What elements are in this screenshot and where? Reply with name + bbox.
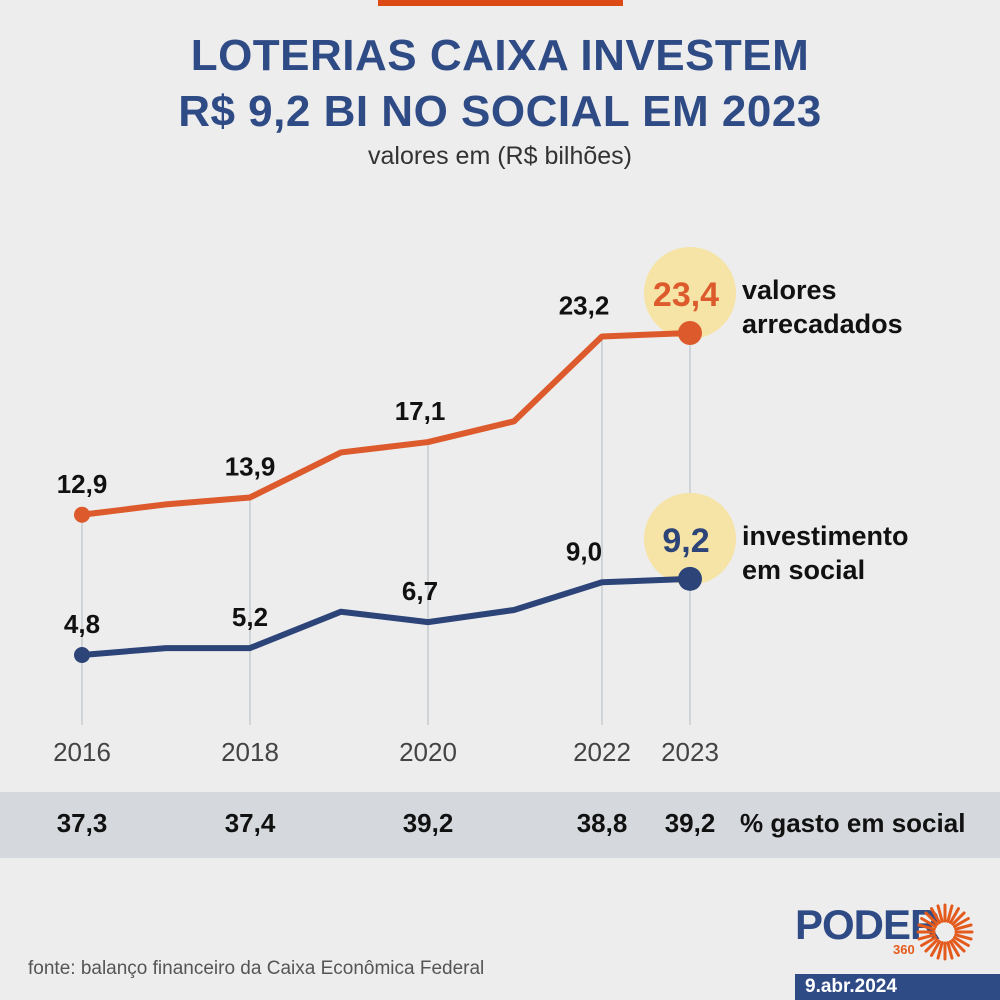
- series-line-0: [79, 330, 693, 518]
- data-label-1-2018: 5,2: [232, 602, 268, 632]
- x-tick-label-2016: 2016: [53, 737, 111, 767]
- sunburst-ray: [951, 938, 966, 953]
- sunburst-ray: [954, 933, 973, 941]
- poder360-logo: PODER 360: [795, 901, 974, 961]
- percent-2022: 38,8: [576, 808, 628, 838]
- logo-subtext: 360: [893, 942, 915, 957]
- series-label-0-line2: arrecadados: [742, 309, 903, 339]
- sunburst-ray: [936, 941, 944, 960]
- x-tick-label-2018: 2018: [221, 737, 279, 767]
- sunburst-ray: [954, 923, 973, 931]
- x-tick-label-2020: 2020: [399, 737, 457, 767]
- series-0-end-point: [678, 321, 702, 345]
- sunburst-ray: [951, 911, 966, 926]
- sunburst-ray: [917, 923, 936, 931]
- highlight-circle-0: [644, 247, 736, 339]
- sunburst-ray: [936, 904, 944, 923]
- data-label-1-2023: 9,2: [662, 522, 709, 560]
- sunburst-ray: [920, 917, 937, 928]
- data-label-1-2022: 9,0: [566, 536, 602, 566]
- date-badge: 9.abr.2024: [795, 974, 1000, 1000]
- sunburst-icon: [916, 903, 974, 961]
- series-1-end-point: [678, 566, 702, 591]
- percent-2020: 39,2: [402, 808, 454, 838]
- sunburst-ray: [953, 917, 970, 928]
- data-label-1-2020: 6,7: [402, 576, 438, 606]
- top-accent-bar: [378, 0, 623, 6]
- line-chart: 2016 2018 2020 2022 2023 12,9 13,9 17,1 23,2 23,4…: [53, 247, 909, 767]
- data-label-0-2020: 17,1: [395, 396, 446, 426]
- series-label-1-line2: em social: [742, 555, 865, 585]
- percent-row: 37,3 37,4 39,2 38,8 39,2 % gasto em soci…: [0, 792, 1000, 858]
- percent-2018: 37,4: [224, 808, 276, 838]
- percent-2023: 39,2: [664, 808, 716, 838]
- data-label-1-2016: 4,8: [64, 609, 100, 639]
- data-label-0-2016: 12,9: [57, 469, 108, 499]
- sunburst-ray: [930, 907, 941, 924]
- percent-2016: 37,3: [56, 808, 108, 838]
- series-0-start-point: [74, 506, 90, 523]
- sunburst-ray: [949, 940, 960, 957]
- series-line-1: [79, 575, 693, 658]
- sunburst-ray: [930, 940, 941, 957]
- sunburst-ray: [920, 936, 937, 947]
- series-1-start-point: [74, 647, 90, 663]
- series-label-0-line1: valores: [742, 275, 837, 305]
- sunburst-ray: [946, 904, 954, 923]
- series-label-1-line1: investimento: [742, 521, 909, 551]
- sunburst-ray: [953, 936, 970, 947]
- title-line-1: LOTERIAS CAIXA INVESTEM: [190, 31, 810, 80]
- highlight-circle-1: [644, 492, 736, 585]
- page-title: LOTERIAS CAIXA INVESTEM R$ 9,2 BI NO SOC…: [0, 28, 1000, 140]
- data-label-0-2023: 23,4: [653, 276, 719, 314]
- title-line-2: R$ 9,2 BI NO SOCIAL EM 2023: [178, 87, 822, 136]
- source-note: fonte: balanço financeiro da Caixa Econô…: [28, 958, 485, 979]
- logo-text: PODER: [795, 901, 940, 948]
- sunburst-ray: [924, 938, 939, 953]
- data-label-0-2018: 13,9: [225, 451, 276, 481]
- sunburst-ray: [924, 911, 939, 926]
- percent-row-label: % gasto em social: [740, 808, 966, 838]
- sunburst-ray: [946, 941, 954, 960]
- x-tick-label-2023: 2023: [661, 737, 719, 767]
- sunburst-ray: [917, 933, 936, 941]
- x-tick-label-2022: 2022: [573, 737, 631, 767]
- sunburst-ray: [949, 907, 960, 924]
- chart-subtitle: valores em (R$ bilhões): [368, 142, 632, 170]
- data-label-0-2022: 23,2: [559, 290, 610, 320]
